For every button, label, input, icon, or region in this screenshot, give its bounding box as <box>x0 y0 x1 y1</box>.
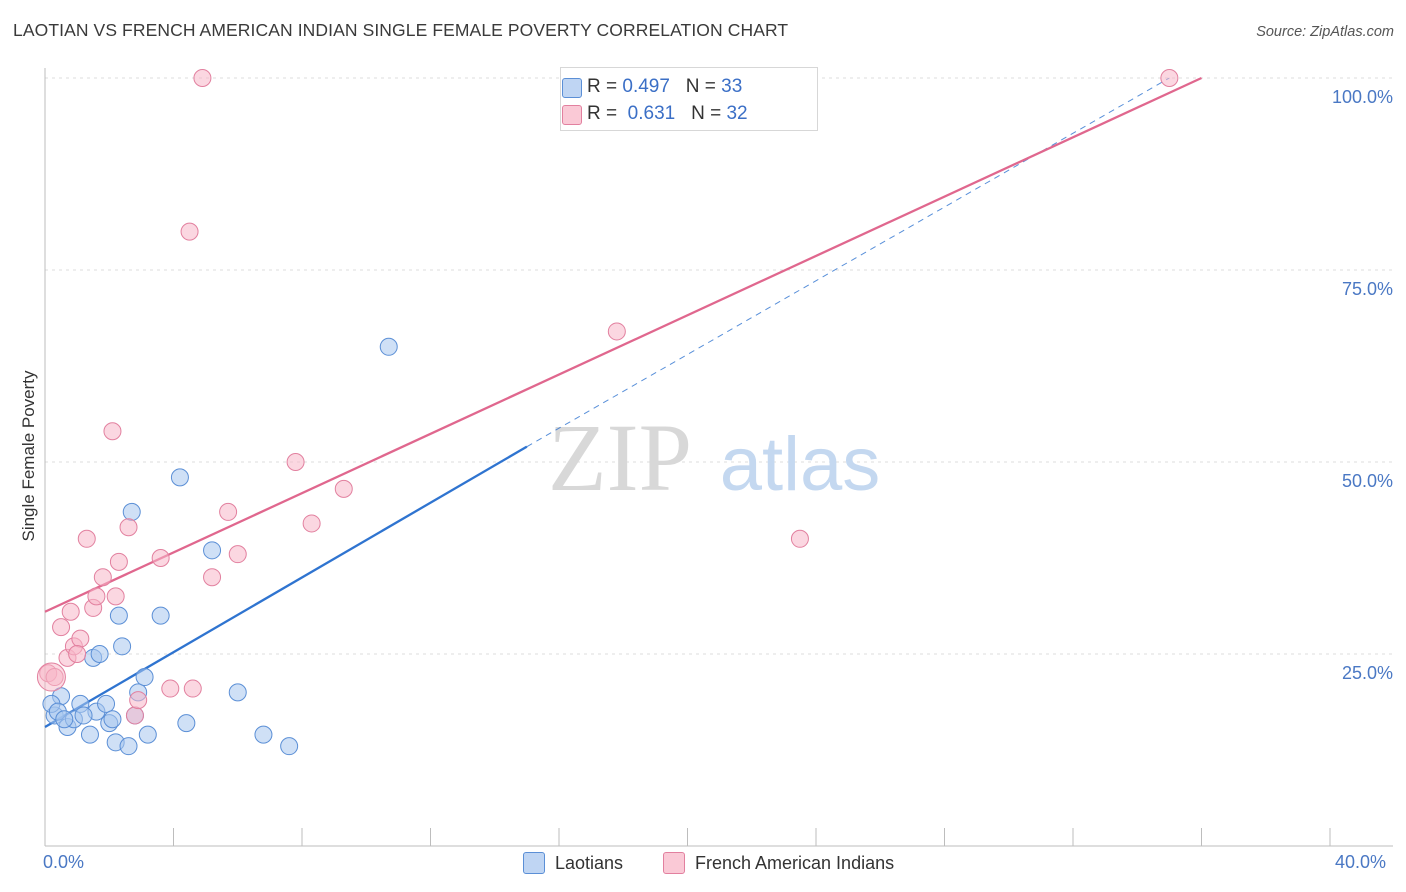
laotians-point <box>135 668 154 687</box>
n-label: N = <box>691 103 722 124</box>
laotians-swatch <box>562 78 582 98</box>
trend-line <box>44 445 528 728</box>
stats-legend: R = 0.497 N = 33 R = 0.631 N = 32 <box>560 67 818 131</box>
french-american-indians-point <box>52 618 71 637</box>
french-american-indians-point <box>87 587 106 606</box>
laotians-point <box>151 606 170 625</box>
r-value: 0.631 <box>627 103 676 124</box>
french-american-indians-point <box>286 453 305 471</box>
french-american-indians-point <box>151 549 170 567</box>
laotians-point <box>119 737 138 756</box>
laotians-legend-swatch <box>523 852 545 874</box>
laotians-point <box>109 606 128 625</box>
laotians-point <box>55 710 74 729</box>
laotians-point <box>170 468 189 487</box>
legend-row-french-american-indians: R = 0.631 N = 32 <box>562 102 748 126</box>
french-american-indians-point <box>790 529 809 548</box>
french-american-indians-point <box>607 322 626 341</box>
watermark-zip: ZIP <box>548 404 692 511</box>
french-american-indians-point <box>129 691 148 710</box>
laotians-point <box>80 725 99 744</box>
french-american-indians-cluster-point <box>36 662 66 692</box>
laotians-point <box>177 714 196 733</box>
y-tick-labels: 25.0% 50.0% 75.0% 100.0% <box>1332 87 1393 683</box>
watermark-atlas: atlas <box>720 422 881 507</box>
y-axis-label: Single Female Poverty <box>19 370 38 542</box>
y-tick-label: 75.0% <box>1342 279 1393 299</box>
data-points <box>36 69 1179 756</box>
bottom-legend-french-american-indians: French American Indians <box>663 852 894 874</box>
french-american-indians-point <box>193 69 212 87</box>
laotians-point <box>280 737 299 756</box>
laotians-point <box>254 725 273 744</box>
bottom-legend-laotians: Laotians <box>523 852 623 874</box>
french-american-indians-point <box>71 629 90 648</box>
french-american-indians-legend-swatch <box>663 852 685 874</box>
french-american-indians-point <box>219 502 238 521</box>
x-tick-label-max: 40.0% <box>1335 852 1387 872</box>
french-american-indians-point <box>183 679 202 698</box>
french-american-indians-point <box>203 568 222 587</box>
y-tick-label: 100.0% <box>1332 87 1393 107</box>
french-american-indians-point <box>125 706 144 725</box>
trend-lines <box>44 76 1202 728</box>
n-label: N = <box>685 76 716 97</box>
r-label: R = <box>587 76 618 97</box>
y-tick-label: 50.0% <box>1342 471 1393 491</box>
french-american-indians-point <box>68 645 87 663</box>
french-american-indians-point <box>1160 69 1179 87</box>
french-american-indians-point <box>77 529 96 548</box>
french-american-indians-point <box>228 545 247 564</box>
laotians-point <box>203 541 222 560</box>
trend-line <box>44 76 1202 613</box>
french-american-indians-point <box>302 514 321 533</box>
source-label: Source: ZipAtlas.com <box>1256 24 1394 40</box>
r-label: R = <box>587 103 618 124</box>
gridlines <box>45 77 1393 655</box>
french-american-indians-point <box>109 552 128 571</box>
n-value: 33 <box>721 76 743 97</box>
french-american-indians-swatch <box>562 105 582 125</box>
n-value: 32 <box>726 103 748 124</box>
trend-line-extension <box>526 77 1170 448</box>
x-tick-label-min: 0.0% <box>43 852 85 872</box>
y-tick-label: 25.0% <box>1342 663 1393 683</box>
french-american-indians-legend-label: French American Indians <box>695 852 895 873</box>
r-value: 0.497 <box>622 76 670 97</box>
french-american-indians-point <box>106 587 125 606</box>
french-american-indians-point <box>180 222 199 241</box>
french-american-indians-point <box>334 479 353 498</box>
french-american-indians-point <box>161 679 180 698</box>
laotians-point <box>97 694 116 713</box>
laotians-point <box>74 706 93 725</box>
french-american-indians-point <box>93 568 112 587</box>
french-american-indians-point <box>103 422 122 441</box>
french-american-indians-point <box>61 602 80 621</box>
laotians-point <box>122 502 141 521</box>
laotians-point <box>379 337 398 356</box>
laotians-point <box>113 637 132 656</box>
legend-row-laotians: R = 0.497 N = 33 <box>562 75 743 99</box>
laotians-point <box>138 725 157 744</box>
laotians-point <box>103 710 122 729</box>
laotians-point <box>90 645 109 663</box>
french-american-indians-point <box>119 518 138 537</box>
laotians-point <box>228 683 247 702</box>
axes <box>44 68 1393 847</box>
chart-title: LAOTIAN VS FRENCH AMERICAN INDIAN SINGLE… <box>13 20 789 40</box>
laotians-legend-label: Laotians <box>555 852 624 873</box>
